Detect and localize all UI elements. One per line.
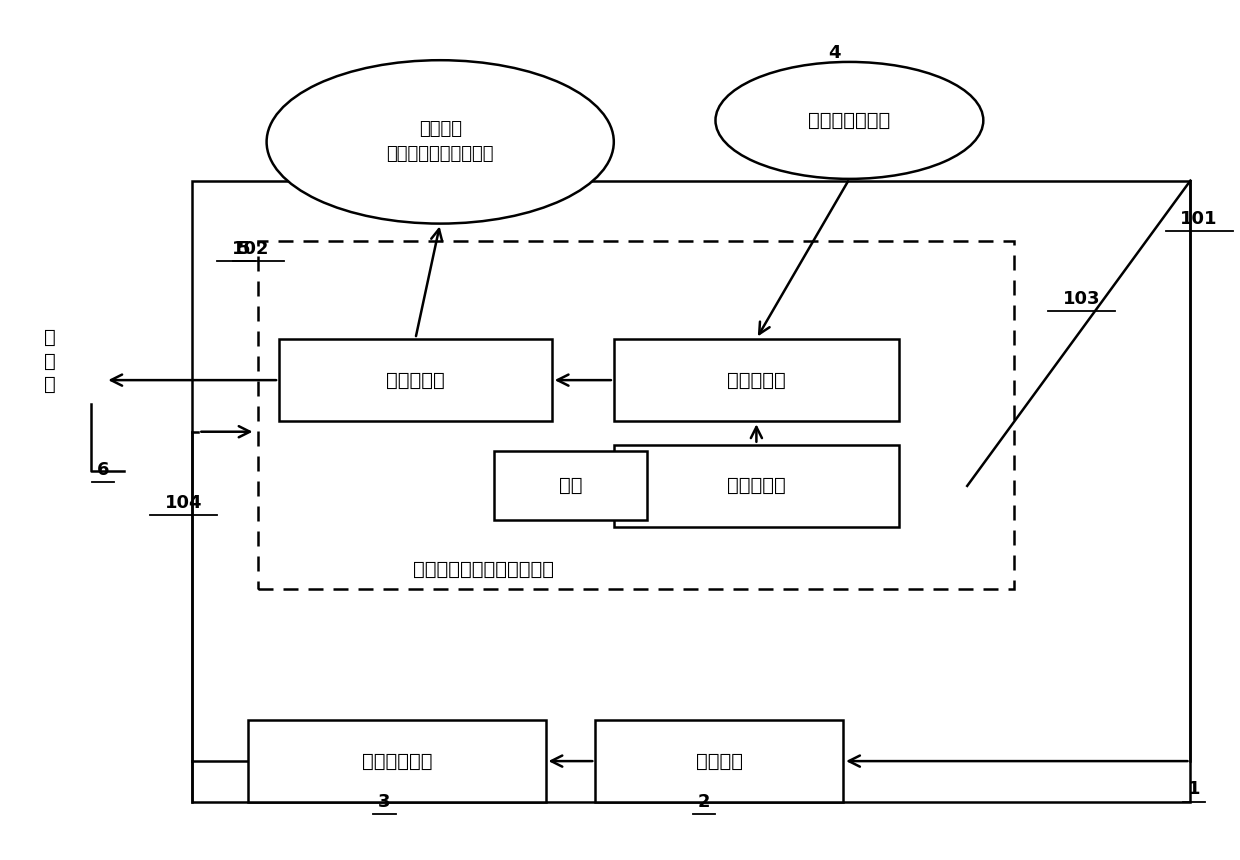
Bar	[258, 241, 1014, 589]
Text: 带元器件电路板: 带元器件电路板	[808, 111, 890, 130]
Text: 2: 2	[698, 793, 711, 811]
Text: 净化装置: 净化装置	[696, 752, 743, 771]
Text: 103: 103	[1063, 290, 1100, 308]
Bar	[279, 339, 552, 421]
Bar	[248, 720, 546, 802]
Bar	[614, 445, 899, 527]
Bar	[595, 720, 843, 802]
Ellipse shape	[267, 60, 614, 224]
Text: 带元器件电路板的拆解装置: 带元器件电路板的拆解装置	[413, 560, 554, 579]
Text: 挡板: 挡板	[559, 476, 582, 495]
Text: 101: 101	[1180, 210, 1218, 228]
Text: 102: 102	[232, 240, 269, 258]
Bar	[494, 452, 647, 520]
Text: 转动分离筒: 转动分离筒	[727, 371, 786, 390]
Text: 104: 104	[165, 494, 202, 512]
Text: 电加热装置: 电加热装置	[727, 476, 786, 495]
Text: 其他物料
（基板及电子元器件）: 其他物料 （基板及电子元器件）	[387, 120, 494, 163]
Bar	[614, 339, 899, 421]
Text: 焊
锡
液: 焊 锡 液	[43, 329, 56, 394]
Text: 3: 3	[378, 793, 391, 811]
Text: 振动分离筛: 振动分离筛	[386, 371, 445, 390]
Bar	[192, 181, 1190, 802]
Ellipse shape	[715, 62, 983, 179]
Text: 空气加热装置: 空气加热装置	[362, 752, 432, 771]
Text: 6: 6	[97, 461, 109, 479]
Text: 1: 1	[1188, 780, 1200, 798]
Text: 5: 5	[238, 240, 250, 258]
Text: 4: 4	[828, 44, 841, 62]
